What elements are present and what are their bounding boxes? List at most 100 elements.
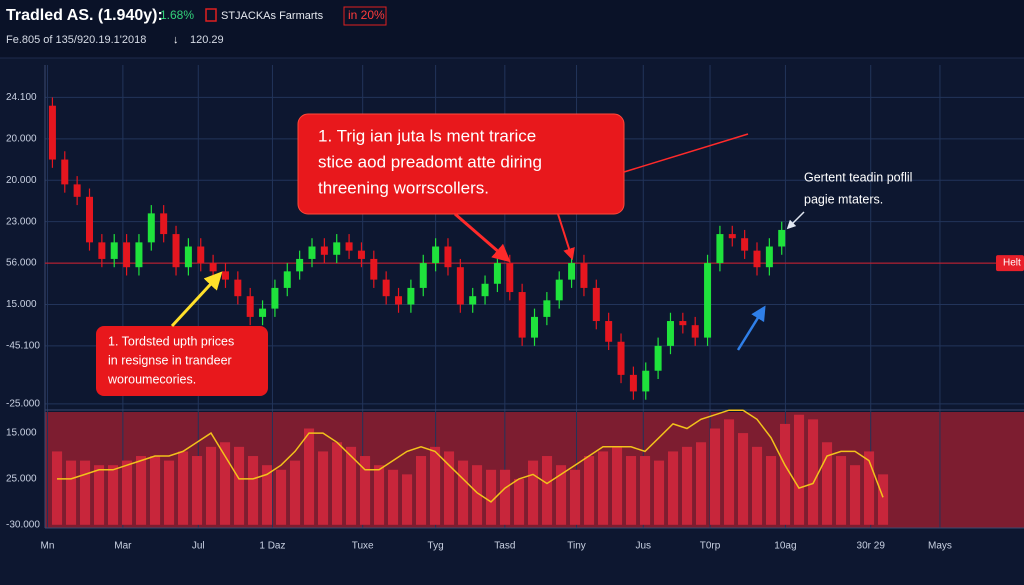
- y-tick-label: -45.100: [6, 341, 40, 352]
- candle-body: [48, 105, 56, 160]
- x-tick-label: T0rp: [700, 541, 721, 552]
- volume-bar: [290, 460, 301, 525]
- volume-bar: [584, 456, 595, 525]
- volume-bar: [360, 456, 371, 525]
- candle-body: [741, 238, 749, 251]
- candle-body: [679, 321, 687, 326]
- volume-bar: [654, 460, 665, 525]
- candle-body: [728, 234, 736, 239]
- source: STJACKAs Farmarts: [221, 10, 324, 22]
- candle-body: [605, 321, 613, 342]
- volume-bar: [262, 465, 273, 525]
- volume-bar: [542, 456, 553, 525]
- volume-bar: [136, 456, 147, 525]
- candle-body: [209, 263, 217, 272]
- candle-body: [147, 213, 155, 243]
- subtitle: Fe.805 of 135/920.19.1'2018: [6, 34, 146, 46]
- x-tick-label: Tyg: [428, 541, 444, 552]
- y-tick-label: -25.000: [6, 398, 40, 409]
- volume-bar: [836, 456, 847, 525]
- annotation-text: stice aod preadomt atte diring: [318, 152, 542, 171]
- volume-bar: [444, 451, 455, 525]
- annotation-arrow: [557, 213, 575, 261]
- annotation-text: 1. Trig ian juta ls ment trarice: [318, 126, 536, 145]
- volume-bar: [94, 465, 105, 525]
- candle-body: [543, 300, 551, 317]
- volume-bar: [416, 456, 427, 525]
- candle-body: [568, 263, 576, 280]
- volume-bar: [402, 474, 413, 525]
- badge: in 20%: [348, 8, 385, 22]
- change: 1.68%: [160, 8, 194, 22]
- candle-body: [333, 242, 341, 255]
- volume-bar: [794, 414, 805, 525]
- candle-body: [469, 296, 477, 305]
- volume-bar: [430, 446, 441, 525]
- volume-bar: [752, 446, 763, 525]
- volume-bar: [808, 419, 819, 525]
- volume-bar: [612, 446, 623, 525]
- annotation-text: in resignse in trandeer: [108, 353, 232, 367]
- candle-body: [370, 258, 378, 280]
- volume-bar: [528, 460, 539, 525]
- annotations: 1. Trig ian juta ls ment trarice stice ao…: [96, 113, 912, 396]
- volume-bar: [822, 442, 833, 525]
- volume-bar: [556, 465, 567, 525]
- candle-body: [765, 246, 773, 268]
- volume-bar: [178, 451, 189, 525]
- volume-bar: [388, 469, 399, 525]
- candle-body: [357, 250, 365, 259]
- volume-bar: [346, 446, 357, 525]
- candle-body: [753, 250, 761, 268]
- volume-bar: [472, 465, 483, 525]
- candle-body: [283, 271, 291, 288]
- reference-tag: [996, 255, 1024, 272]
- candle-body: [61, 159, 69, 185]
- candle-body: [580, 263, 588, 288]
- candle-body: [395, 296, 403, 305]
- volume-bar: [192, 456, 203, 525]
- volume-bar: [52, 451, 63, 525]
- candle-body: [110, 242, 118, 259]
- candle-body: [271, 287, 279, 309]
- volume-bar: [682, 446, 693, 525]
- volume-bar: [80, 460, 91, 525]
- candle-body: [73, 184, 81, 197]
- candle-body: [221, 271, 229, 280]
- badge-frame: [343, 6, 387, 26]
- volume-bar: [122, 460, 133, 525]
- volume-bar: [598, 451, 609, 525]
- volume-bar: [486, 469, 497, 525]
- candle-body: [86, 196, 93, 243]
- subtitle-value: 120.29: [190, 34, 224, 46]
- x-tick-label: Jus: [635, 541, 651, 552]
- volume-bar: [696, 442, 707, 525]
- candle-body: [160, 213, 168, 235]
- candle-body: [308, 246, 316, 259]
- volume-bar: [626, 456, 637, 525]
- volume-bar: [640, 456, 651, 525]
- annotation-text: threening worrscollers.: [318, 178, 489, 197]
- volume-bar: [724, 419, 735, 525]
- candle-body: [407, 287, 415, 305]
- x-tick-label: Mn: [41, 541, 55, 552]
- plot: 24.100 20.000 20.000 23.000 56.000 15.000 -45.…: [6, 65, 1024, 552]
- volume-bar: [850, 465, 861, 525]
- y-tick-label: 24.100: [6, 92, 37, 103]
- annotation-arrow: [454, 212, 511, 263]
- candle-body: [493, 263, 501, 284]
- volume-bar: [234, 446, 245, 525]
- source-icon: [205, 8, 217, 22]
- annotation-box: [96, 326, 268, 396]
- candle-body: [666, 321, 674, 346]
- candle-body: [98, 242, 106, 259]
- volume-bar: [66, 460, 77, 525]
- candle-body: [617, 341, 625, 375]
- annotation-arrow: [736, 305, 766, 351]
- candle-body: [642, 370, 650, 392]
- x-tick-label: Mays: [928, 541, 952, 552]
- candle-body: [123, 242, 131, 268]
- candle-body: [481, 283, 489, 297]
- candle-body: [419, 263, 427, 288]
- candle-body: [704, 263, 712, 338]
